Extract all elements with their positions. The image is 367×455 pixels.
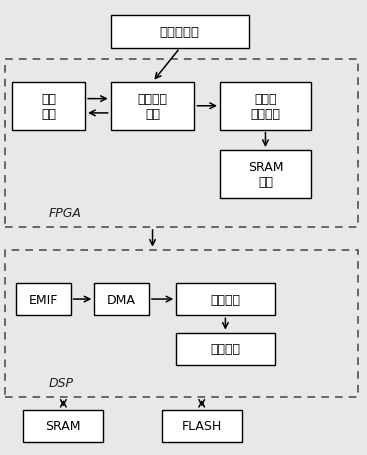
Text: 数据预
处理模块: 数据预 处理模块 [250, 92, 280, 121]
Text: 模糊算法: 模糊算法 [210, 343, 240, 356]
FancyBboxPatch shape [161, 410, 242, 442]
Text: 图像处理: 图像处理 [210, 293, 240, 306]
FancyBboxPatch shape [12, 83, 85, 130]
FancyBboxPatch shape [176, 333, 275, 365]
FancyBboxPatch shape [111, 16, 249, 49]
Bar [5, 60, 358, 228]
Text: FPGA: FPGA [49, 207, 81, 219]
FancyBboxPatch shape [16, 283, 70, 316]
FancyBboxPatch shape [94, 283, 149, 316]
Text: SRAM: SRAM [46, 420, 81, 433]
Text: DSP: DSP [49, 376, 74, 389]
Bar [5, 250, 358, 397]
Text: 图像采集
模块: 图像采集 模块 [138, 92, 168, 121]
Text: SRAM
模块: SRAM 模块 [248, 161, 283, 188]
FancyBboxPatch shape [23, 410, 103, 442]
Text: FLASH: FLASH [182, 420, 222, 433]
Text: 图像传感器: 图像传感器 [160, 26, 200, 39]
Text: 图像
缓存: 图像 缓存 [41, 92, 56, 121]
Text: DMA: DMA [107, 293, 136, 306]
FancyBboxPatch shape [176, 283, 275, 316]
FancyBboxPatch shape [220, 83, 311, 130]
FancyBboxPatch shape [111, 83, 195, 130]
FancyBboxPatch shape [220, 151, 311, 198]
Text: EMIF: EMIF [29, 293, 58, 306]
